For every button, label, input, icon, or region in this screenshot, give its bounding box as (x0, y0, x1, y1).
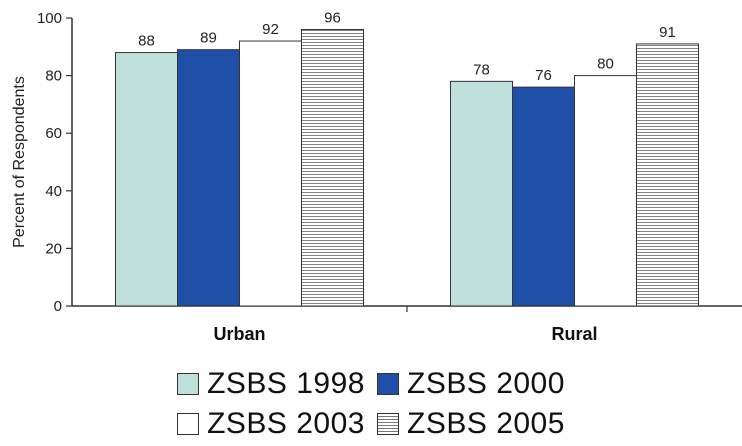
legend-swatch-zsbs-2000 (377, 373, 399, 395)
legend-item-zsbs-1998: ZSBS 1998 (177, 367, 365, 401)
x-category-label: Rural (551, 324, 597, 344)
y-ticks: 0 20 40 60 80 100 (37, 10, 72, 315)
y-tick-label: 20 (45, 240, 62, 257)
y-tick-label: 80 (45, 68, 62, 85)
data-label: 89 (200, 30, 217, 47)
data-label: 96 (324, 10, 341, 27)
y-tick-label: 40 (45, 183, 62, 200)
legend-swatch-zsbs-1998 (177, 373, 200, 395)
legend-label-zsbs-2005: ZSBS 2005 (407, 407, 565, 440)
data-label: 80 (597, 56, 614, 73)
legend-label-zsbs-1998: ZSBS 1998 (207, 367, 365, 400)
bar-chart: Percent of Respondents 0 20 40 60 80 100 88 89… (11, 10, 742, 344)
bar-urban-zsbs-2000 (177, 49, 240, 307)
data-labels: 88 89 92 96 78 76 80 91 (138, 10, 676, 85)
legend-label-zsbs-2000: ZSBS 2000 (407, 367, 565, 400)
bar-rural-zsbs-1998 (450, 80, 513, 307)
data-label: 88 (138, 33, 155, 50)
bar-rural-zsbs-2000 (512, 86, 575, 307)
legend-item-zsbs-2005: ZSBS 2005 (377, 407, 565, 441)
legend-row: ZSBS 1998 ZSBS 2000 (0, 364, 742, 404)
data-label: 78 (473, 61, 490, 78)
bar-urban-zsbs-1998 (115, 52, 178, 307)
data-label: 76 (535, 67, 552, 84)
y-tick-label: 60 (45, 125, 62, 142)
legend-row: ZSBS 2003 ZSBS 2005 (0, 404, 742, 444)
legend: ZSBS 1998 ZSBS 2000 ZSBS 2003 ZSBS 2005 (0, 364, 742, 444)
legend-swatch-zsbs-2003 (177, 413, 200, 435)
y-axis-label: Percent of Respondents (11, 76, 28, 248)
data-label: 92 (262, 21, 279, 38)
bar-rural-zsbs-2005 (636, 43, 699, 307)
x-category-label: Urban (213, 324, 265, 344)
bars (115, 29, 699, 307)
bar-urban-zsbs-2003 (239, 40, 302, 307)
bar-urban-zsbs-2005 (301, 29, 364, 307)
legend-label-zsbs-2003: ZSBS 2003 (207, 407, 365, 440)
y-tick-label: 100 (37, 10, 62, 27)
y-tick-label: 0 (54, 298, 62, 315)
bar-rural-zsbs-2003 (574, 75, 637, 307)
legend-swatch-zsbs-2005 (377, 413, 399, 435)
category-labels: Urban Rural (213, 324, 597, 344)
legend-item-zsbs-2000: ZSBS 2000 (377, 367, 565, 401)
legend-item-zsbs-2003: ZSBS 2003 (177, 407, 365, 441)
data-label: 91 (659, 24, 676, 41)
